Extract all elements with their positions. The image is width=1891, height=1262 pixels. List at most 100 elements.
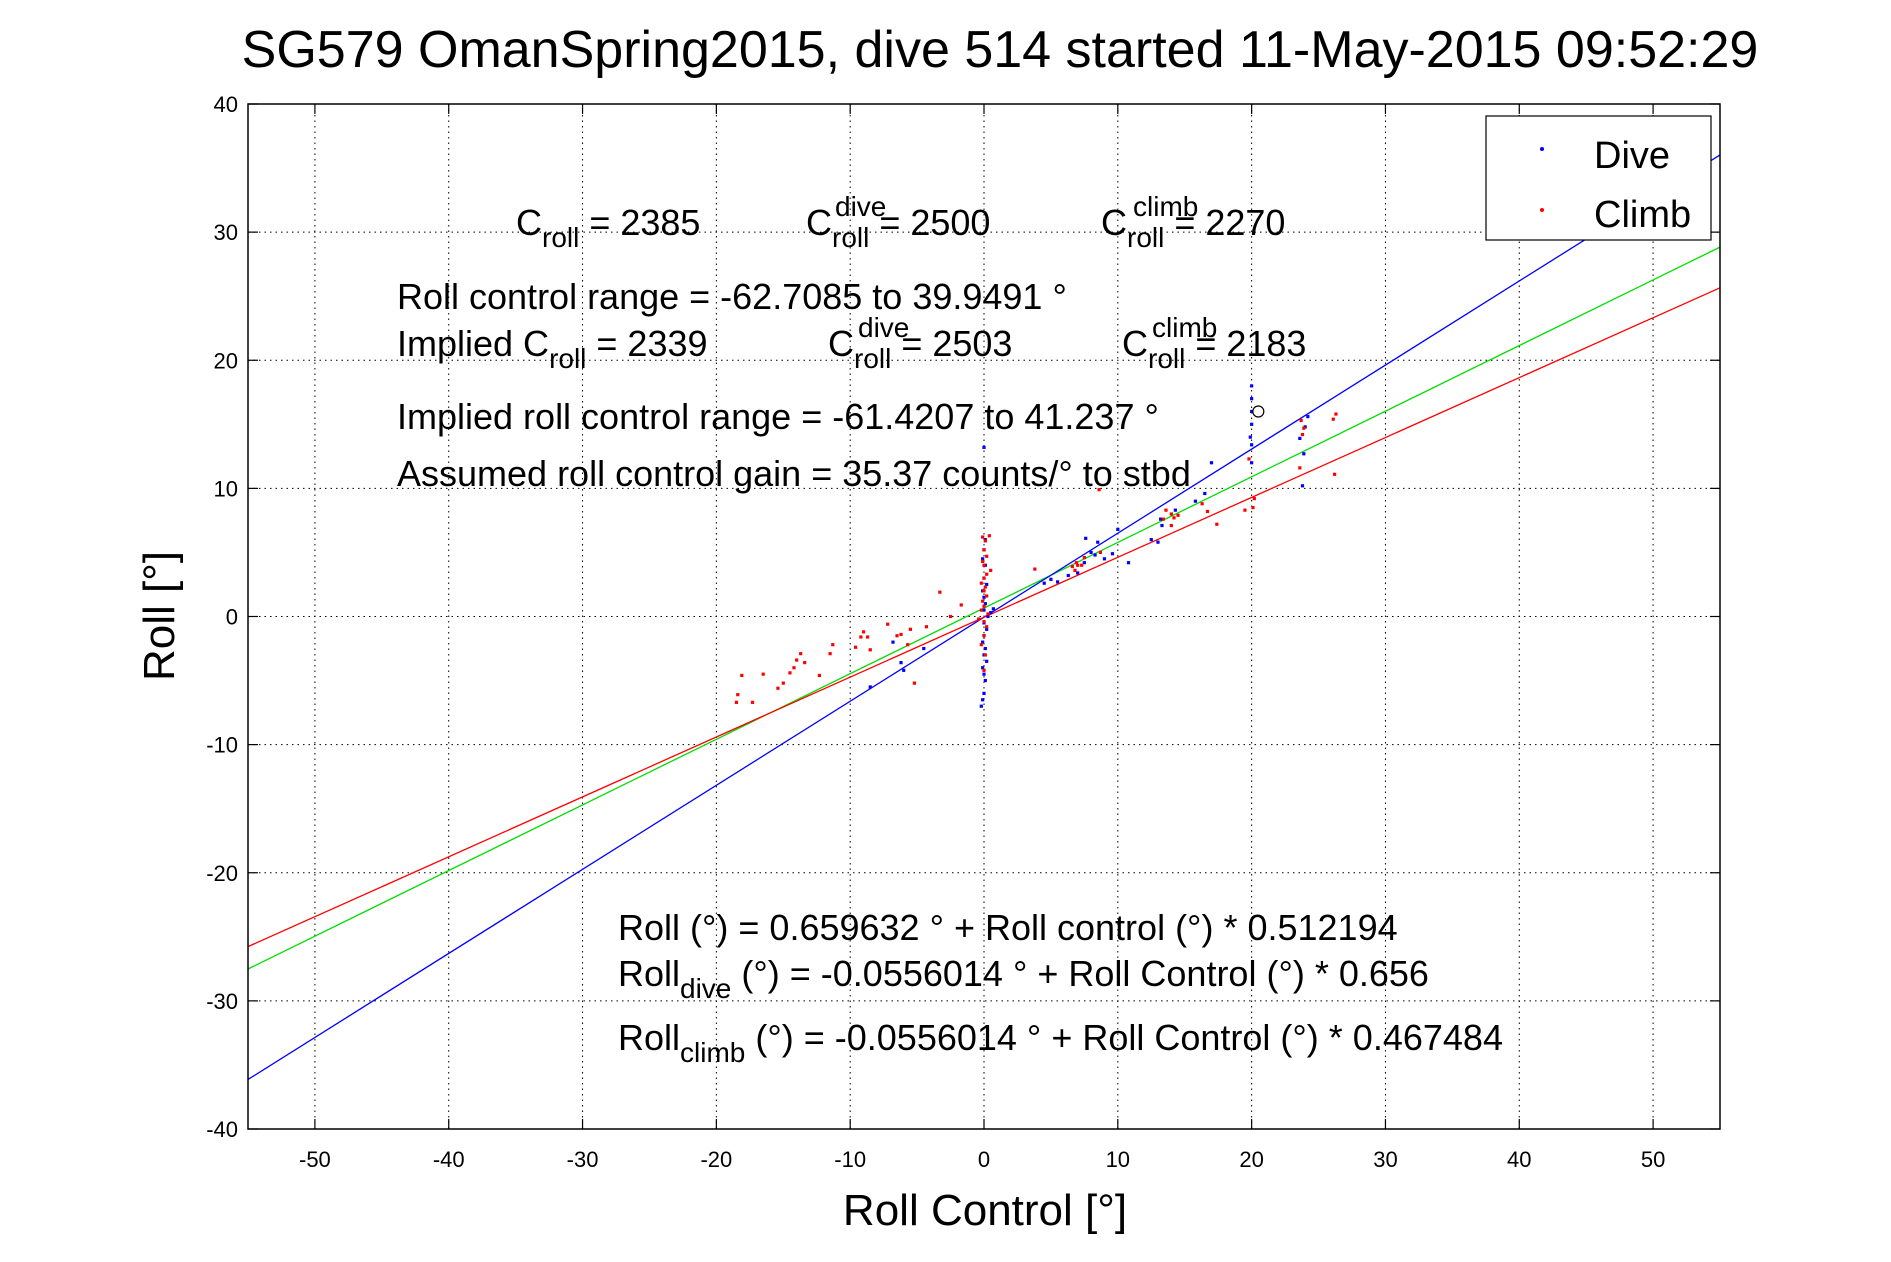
point-climb — [788, 671, 792, 675]
point-climb — [1073, 568, 1077, 572]
c-dive-label: Croll = 2500 — [806, 202, 990, 253]
point-climb — [989, 568, 993, 572]
point-dive — [1250, 409, 1254, 414]
legend: Dive Climb — [1485, 115, 1712, 241]
point-climb — [1298, 466, 1302, 470]
implied-dive-sup: dive — [858, 312, 909, 343]
point-dive — [1248, 435, 1252, 439]
point-dive — [985, 659, 989, 663]
y-tick-label: -20 — [206, 861, 238, 886]
equation-climb: Rollclimb (°) = -0.0556014 ° + Roll Cont… — [618, 1017, 1503, 1068]
point-climb — [1200, 502, 1204, 506]
point-climb — [1080, 563, 1084, 567]
point-climb — [792, 666, 796, 670]
point-dive — [1042, 581, 1046, 585]
point-climb — [799, 652, 803, 656]
point-climb — [1243, 508, 1247, 512]
y-tick-label: 30 — [214, 220, 238, 245]
point-dive — [1149, 538, 1153, 542]
implied-climb-sup: climb — [1152, 312, 1217, 343]
point-dive — [989, 611, 993, 615]
point-climb — [979, 581, 983, 585]
point-dive — [986, 614, 990, 619]
point-dive — [1093, 553, 1097, 557]
equation-all: Roll (°) = 0.659632 ° + Roll control (°)… — [618, 907, 1398, 948]
point-climb — [979, 608, 983, 612]
point-dive — [1049, 577, 1053, 581]
point-climb — [899, 632, 903, 637]
legend-climb-marker — [1540, 208, 1544, 212]
c-dive-sup: dive — [835, 191, 886, 222]
point-climb — [1169, 512, 1173, 516]
point-climb — [982, 563, 986, 567]
x-axis-label: Roll Control [°] — [843, 1186, 1127, 1235]
point-climb — [1076, 563, 1080, 567]
point-dive — [1096, 540, 1100, 544]
x-tick-label: 20 — [1239, 1147, 1263, 1172]
point-dive — [991, 607, 995, 611]
point-climb — [985, 554, 989, 558]
roll-range-text: Roll control range = -62.7085 to 39.9491… — [397, 276, 1067, 317]
point-dive — [985, 627, 989, 631]
point-dive — [922, 646, 926, 651]
point-climb — [981, 559, 985, 564]
fit-lines — [247, 154, 1721, 1081]
point-dive — [1156, 540, 1160, 544]
point-dive — [982, 595, 986, 599]
point-climb — [795, 658, 799, 662]
point-dive — [1159, 517, 1163, 521]
point-climb — [1251, 505, 1255, 510]
point-dive — [983, 678, 987, 683]
x-tick-label: -30 — [567, 1147, 599, 1172]
point-dive — [1298, 436, 1302, 441]
point-climb — [1333, 472, 1337, 476]
point-climb — [982, 548, 986, 552]
point-dive — [1160, 523, 1164, 528]
point-climb — [886, 622, 890, 626]
point-climb — [982, 589, 986, 593]
x-tick-label: 10 — [1106, 1147, 1130, 1172]
point-dive — [1302, 452, 1306, 456]
data-points — [734, 384, 1338, 708]
point-dive — [902, 668, 906, 672]
point-climb — [817, 673, 822, 678]
point-climb — [1098, 550, 1103, 555]
y-tick-label: -30 — [206, 989, 238, 1014]
gain-text: Assumed roll control gain = 35.37 counts… — [397, 453, 1191, 494]
point-climb — [906, 643, 910, 647]
point-dive — [979, 704, 983, 708]
equation-dive: Rolldive (°) = -0.0556014 ° + Roll Contr… — [618, 953, 1429, 1004]
point-climb — [1070, 564, 1074, 569]
implied-range-text: Implied roll control range = -61.4207 to… — [397, 396, 1159, 437]
point-climb — [831, 643, 835, 647]
c-roll-label: Croll = 2385 — [516, 202, 700, 253]
point-climb — [948, 614, 953, 619]
point-climb — [908, 627, 912, 631]
point-climb — [776, 686, 780, 690]
point-climb — [985, 594, 989, 598]
point-dive — [982, 672, 986, 676]
point-climb — [982, 634, 986, 638]
c-climb-label: Croll = 2270 — [1101, 202, 1285, 253]
implied-c-roll-label: Implied Croll = 2339 — [397, 323, 708, 374]
point-climb — [983, 653, 987, 657]
point-dive — [983, 646, 987, 651]
point-dive — [982, 445, 986, 449]
point-climb — [1169, 523, 1173, 528]
point-climb — [1300, 432, 1305, 437]
fit-line-green — [247, 246, 1721, 970]
point-dive — [981, 698, 985, 702]
point-climb — [1299, 418, 1303, 423]
point-dive — [982, 691, 986, 695]
point-climb — [1097, 488, 1101, 492]
point-climb — [983, 539, 987, 543]
c-climb-sup: climb — [1133, 191, 1198, 222]
x-tick-label: -50 — [299, 1147, 331, 1172]
x-tick-label: -10 — [834, 1147, 866, 1172]
annotations: Croll = 2385 dive Croll = 2500 climb Cro… — [397, 191, 1503, 1068]
point-dive — [1102, 557, 1107, 561]
point-dive — [981, 666, 985, 670]
point-climb — [1164, 508, 1168, 512]
x-tick-label: 0 — [978, 1147, 990, 1172]
